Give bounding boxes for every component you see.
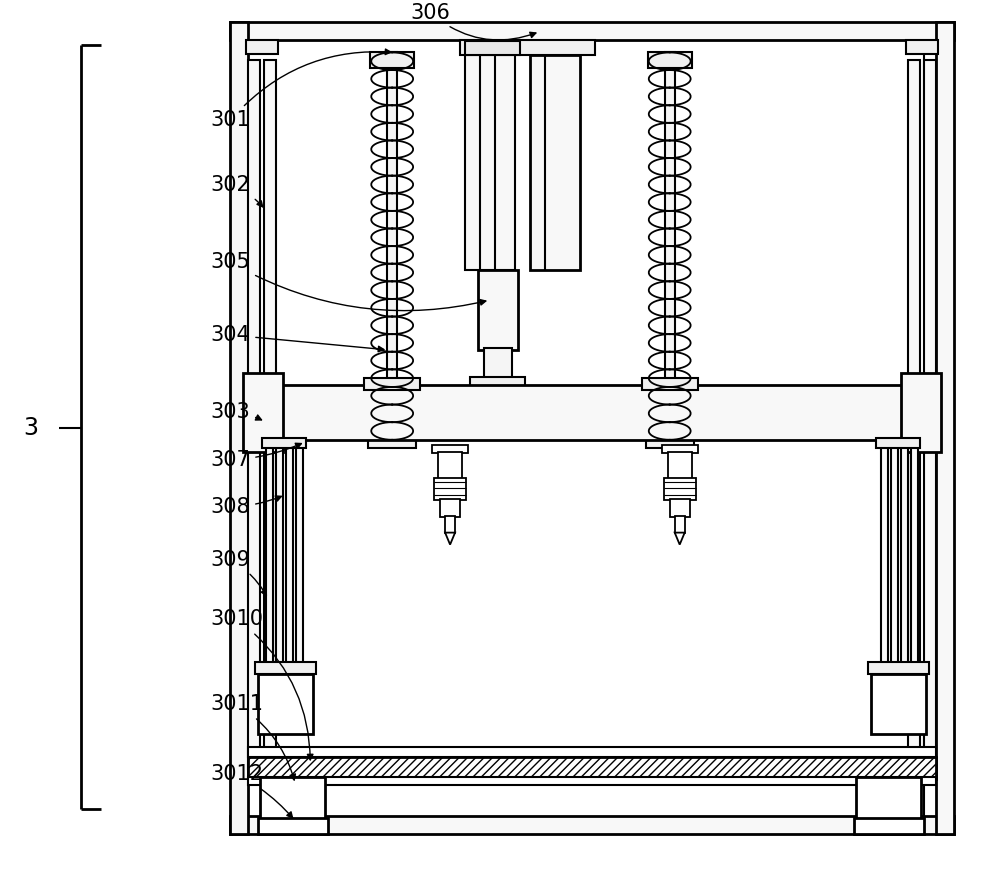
Bar [664,477,696,500]
Bar [262,437,306,448]
Bar [368,437,416,448]
Text: 3012: 3012 [210,765,293,818]
Bar [230,816,954,834]
Bar [230,22,248,834]
Bar [670,499,690,517]
Bar [286,440,293,679]
Bar [243,372,283,452]
Text: 304: 304 [210,325,384,352]
Bar [924,60,936,769]
Bar [675,516,685,533]
Bar [646,437,694,448]
Bar [440,499,460,517]
Bar [936,22,954,834]
Bar [248,748,936,757]
Bar [881,440,888,679]
Bar [470,377,525,393]
Bar [911,440,918,679]
Bar [648,52,692,68]
Bar [891,440,898,679]
Bar [260,777,325,819]
Bar [665,52,675,440]
Bar [364,378,420,390]
Bar [255,662,316,675]
Polygon shape [445,533,455,545]
Bar [668,452,692,480]
Bar [445,516,455,533]
Text: 3011: 3011 [210,694,295,780]
Bar [478,270,518,350]
Bar [642,378,698,390]
Bar [876,437,920,448]
Bar [248,757,936,779]
Text: 301: 301 [210,49,391,131]
Bar [460,41,595,55]
Bar [248,60,260,769]
Bar [484,348,512,380]
Bar [906,41,938,54]
Bar [258,675,313,734]
Bar [296,440,303,679]
Bar [475,391,520,407]
Bar [465,55,515,270]
Bar [230,22,954,41]
Bar [854,818,924,834]
Bar [258,818,328,834]
Text: 3010: 3010 [210,610,313,760]
Text: 308: 308 [210,496,281,517]
Bar [530,55,580,270]
Bar [871,675,926,734]
Bar [901,440,908,679]
Bar [370,52,414,68]
Bar [434,477,466,500]
Bar [276,385,908,440]
Bar [465,42,520,55]
Bar [868,662,929,675]
Bar [264,60,276,769]
Polygon shape [675,533,685,545]
Bar [276,440,283,679]
Bar [432,444,468,453]
Text: 307: 307 [210,444,301,469]
Bar [387,52,397,440]
Bar [901,372,941,452]
Text: 306: 306 [410,3,536,40]
Text: 305: 305 [210,252,486,310]
Bar [908,60,920,769]
Bar [856,777,921,819]
Bar [248,777,936,785]
Bar [438,452,462,480]
Bar [246,41,278,54]
Text: 309: 309 [210,549,266,596]
Bar [266,440,273,679]
Text: 302: 302 [210,175,263,207]
Bar [662,444,698,453]
Text: 3: 3 [23,416,38,440]
Text: 303: 303 [210,402,262,421]
